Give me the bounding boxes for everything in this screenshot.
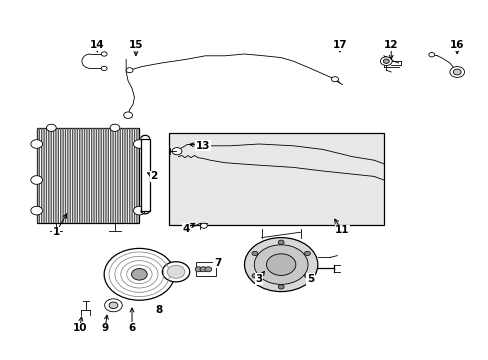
Circle shape: [126, 68, 133, 73]
Circle shape: [251, 251, 257, 256]
Circle shape: [266, 254, 295, 275]
Circle shape: [278, 285, 284, 289]
Circle shape: [31, 140, 42, 148]
Text: 9: 9: [102, 323, 108, 333]
Text: 5: 5: [306, 274, 313, 284]
Circle shape: [254, 245, 307, 284]
Text: 13: 13: [195, 141, 210, 151]
Bar: [168, 133, 383, 225]
Circle shape: [167, 265, 184, 278]
Text: 8: 8: [155, 305, 162, 315]
Circle shape: [244, 238, 317, 292]
Circle shape: [31, 206, 42, 215]
Circle shape: [101, 52, 107, 56]
Text: 14: 14: [89, 40, 104, 50]
Circle shape: [428, 53, 434, 57]
Text: 4: 4: [182, 224, 189, 234]
Circle shape: [110, 124, 120, 131]
Bar: [37, 128, 139, 223]
Circle shape: [46, 124, 56, 131]
Circle shape: [172, 148, 182, 155]
Circle shape: [204, 267, 211, 272]
Circle shape: [104, 299, 122, 312]
Circle shape: [195, 267, 202, 272]
Circle shape: [162, 262, 189, 282]
Bar: [141, 139, 149, 211]
Text: 15: 15: [128, 40, 143, 50]
Circle shape: [133, 140, 145, 148]
Text: 2: 2: [150, 171, 157, 181]
Circle shape: [200, 267, 206, 272]
Circle shape: [449, 67, 464, 77]
Circle shape: [331, 77, 338, 82]
Text: 12: 12: [383, 40, 398, 50]
Text: 3: 3: [255, 274, 262, 284]
Text: 6: 6: [128, 323, 135, 333]
Text: 16: 16: [449, 40, 464, 50]
Circle shape: [123, 112, 132, 118]
Circle shape: [304, 251, 310, 256]
Circle shape: [278, 240, 284, 244]
Circle shape: [131, 269, 147, 280]
Circle shape: [104, 248, 174, 300]
Text: 10: 10: [72, 323, 87, 333]
Circle shape: [133, 206, 145, 215]
Text: 1: 1: [53, 227, 60, 237]
Circle shape: [380, 57, 391, 66]
Circle shape: [452, 69, 460, 75]
Circle shape: [101, 66, 107, 71]
Text: 17: 17: [332, 40, 346, 50]
Text: 11: 11: [334, 225, 349, 235]
Circle shape: [251, 274, 257, 278]
Bar: [195, 262, 216, 276]
Circle shape: [200, 223, 207, 228]
Circle shape: [109, 302, 118, 309]
Circle shape: [31, 176, 42, 184]
Circle shape: [304, 274, 310, 278]
Bar: [37, 128, 139, 223]
Text: 7: 7: [213, 258, 221, 268]
Circle shape: [383, 59, 388, 63]
